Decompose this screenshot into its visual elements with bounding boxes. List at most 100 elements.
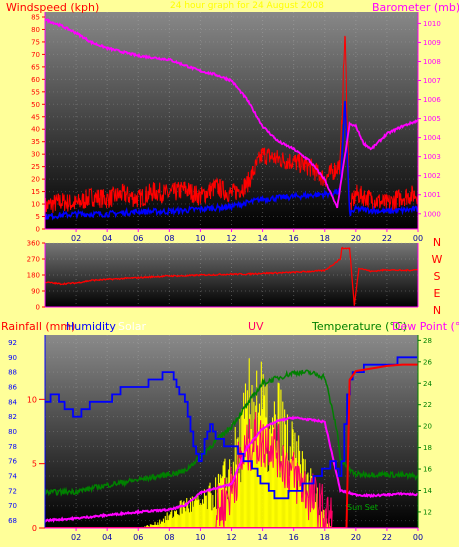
direction-y-tick-label: 180 (27, 272, 40, 280)
direction-y-ticks: 0 90 180 270 360 (27, 240, 45, 312)
env-x-tick-label: 18 (320, 533, 330, 542)
uv-title: UV (248, 320, 264, 333)
wind-y-tick-label: 65 (31, 63, 40, 71)
wind-y-tick-label: 45 (31, 113, 40, 121)
wind-y-tick-label: 60 (31, 76, 40, 84)
temperature-y-tick-label: 14 (423, 487, 432, 495)
humidity-y-tick-label: 80 (8, 428, 17, 436)
env-x-tick-label: 16 (289, 533, 299, 542)
rain-y-tick-label: 5 (32, 460, 37, 469)
barometer-y-tick-label: 1010 (423, 20, 441, 28)
humidity-y-tick-label: 90 (8, 354, 17, 362)
humidity-y-tick-label: 72 (8, 487, 17, 495)
wind-x-tick-label: 20 (351, 234, 361, 243)
humidity-y-tick-label: 74 (8, 473, 17, 481)
env-x-tick-label: 04 (102, 533, 112, 542)
sunset-annotation: Sun Set (347, 503, 378, 512)
wind-y-tick-label: 30 (31, 151, 40, 159)
environment-series-group (45, 356, 418, 528)
humidity-y-tick-label: 82 (8, 413, 17, 421)
date-title: 24 hour graph for 24 August 2008 (170, 1, 324, 11)
env-x-tick-label: 06 (133, 533, 143, 542)
humidity-y-tick-label: 84 (8, 398, 17, 406)
compass-label: S (434, 270, 441, 283)
barometer-y-tick-label: 1007 (423, 77, 441, 85)
wind-x-tick-label: 08 (164, 234, 174, 243)
wind-y-tick-label: 75 (31, 38, 40, 46)
barometer-y-tick-label: 1006 (423, 96, 441, 104)
wind-series-group (45, 18, 418, 221)
rainfall-title: Rainfall (mm) (1, 320, 75, 333)
env-x-tick-label: 14 (257, 533, 267, 542)
humidity-y-tick-label: 76 (8, 458, 17, 466)
dewpoint-title: Dew Point (°C) (392, 320, 459, 333)
direction-y-tick-label: 270 (27, 256, 40, 264)
rain-y-tick-label: 0 (32, 524, 37, 533)
wind-x-tick-label: 14 (257, 234, 267, 243)
rainfall-line (45, 363, 418, 528)
barometer-title: Barometer (mb) (372, 1, 459, 14)
rain-y-ticks: 0 5 10 (27, 395, 45, 533)
wind-x-tick-label: 18 (320, 234, 330, 243)
barometer-y-tick-label: 1008 (423, 58, 441, 66)
wind-x-tick-label: 04 (102, 234, 112, 243)
environment-x-ticks: 02 04 06 08 10 12 14 16 18 20 22 00 (71, 528, 423, 542)
humidity-title: Humidity (66, 320, 116, 333)
humidity-y-tick-label: 92 (8, 339, 17, 347)
humidity-y-tick-label: 70 (8, 502, 17, 510)
wind-y-tick-label: 85 (31, 13, 40, 21)
solar-title: Solar (118, 320, 147, 333)
wind-y-tick-label: 10 (31, 201, 40, 209)
humidity-y-tick-label: 88 (8, 369, 17, 377)
barometer-y-tick-label: 1004 (423, 134, 441, 142)
compass-label: E (434, 287, 441, 300)
direction-y-tick-label: 360 (27, 240, 40, 248)
temperature-title: Temperature (°C) (311, 320, 407, 333)
temperature-y-tick-label: 20 (423, 423, 432, 431)
wind-average-line (45, 100, 418, 221)
temperature-y-tick-label: 26 (423, 358, 432, 366)
wind-y-tick-label: 5 (36, 213, 40, 221)
temperature-y-tick-label: 28 (423, 337, 432, 345)
barometer-y-tick-label: 1002 (423, 172, 441, 180)
wind-y-tick-label: 40 (31, 126, 40, 134)
wind-y-tick-label: 70 (31, 51, 40, 59)
barometer-y-tick-label: 1001 (423, 191, 441, 199)
temperature-y-tick-label: 12 (423, 508, 432, 516)
wind-y-tick-label: 55 (31, 88, 40, 96)
compass-label: N (433, 304, 441, 317)
env-x-tick-label: 02 (71, 533, 81, 542)
temperature-y-tick-label: 18 (423, 444, 432, 452)
env-x-tick-label: 08 (164, 533, 174, 542)
wind-y-tick-label: 80 (31, 26, 40, 34)
barometer-y-tick-label: 1005 (423, 115, 441, 123)
dewpoint-line (45, 415, 418, 523)
wind-gust-line (45, 35, 418, 217)
wind-x-tick-label: 16 (289, 234, 299, 243)
wind-direction-line (45, 246, 418, 306)
wind-y-tick-label: 15 (31, 188, 40, 196)
env-x-tick-label: 20 (351, 533, 361, 542)
wind-y-ticks: 0 5 10 15 20 25 30 35 40 45 50 55 60 65 70 75 80 85 (31, 13, 45, 234)
wind-y-tick-label: 25 (31, 163, 40, 171)
compass-label: W (432, 253, 443, 266)
env-x-tick-label: 22 (382, 533, 392, 542)
humidity-y-tick-label: 78 (8, 443, 17, 451)
barometer-y-tick-label: 1000 (423, 210, 441, 218)
direction-y-tick-label: 0 (36, 304, 40, 312)
barometer-line (45, 18, 418, 209)
barometer-y-ticks: 1000 1001 1002 1003 1004 1005 1006 1007 1008 1009… (418, 20, 441, 218)
humidity-y-tick-label: 68 (8, 517, 17, 525)
wind-x-ticks: 02 04 06 08 10 12 14 16 18 20 22 00 (71, 229, 423, 243)
temperature-y-tick-label: 24 (423, 380, 432, 388)
wind-x-tick-label: 22 (382, 234, 392, 243)
wind-x-tick-label: 06 (133, 234, 143, 243)
wind-x-tick-label: 10 (195, 234, 205, 243)
wind-y-tick-label: 20 (31, 176, 40, 184)
env-x-tick-label: 00 (413, 533, 423, 542)
env-x-tick-label: 10 (195, 533, 205, 542)
temperature-y-tick-label: 16 (423, 466, 432, 474)
